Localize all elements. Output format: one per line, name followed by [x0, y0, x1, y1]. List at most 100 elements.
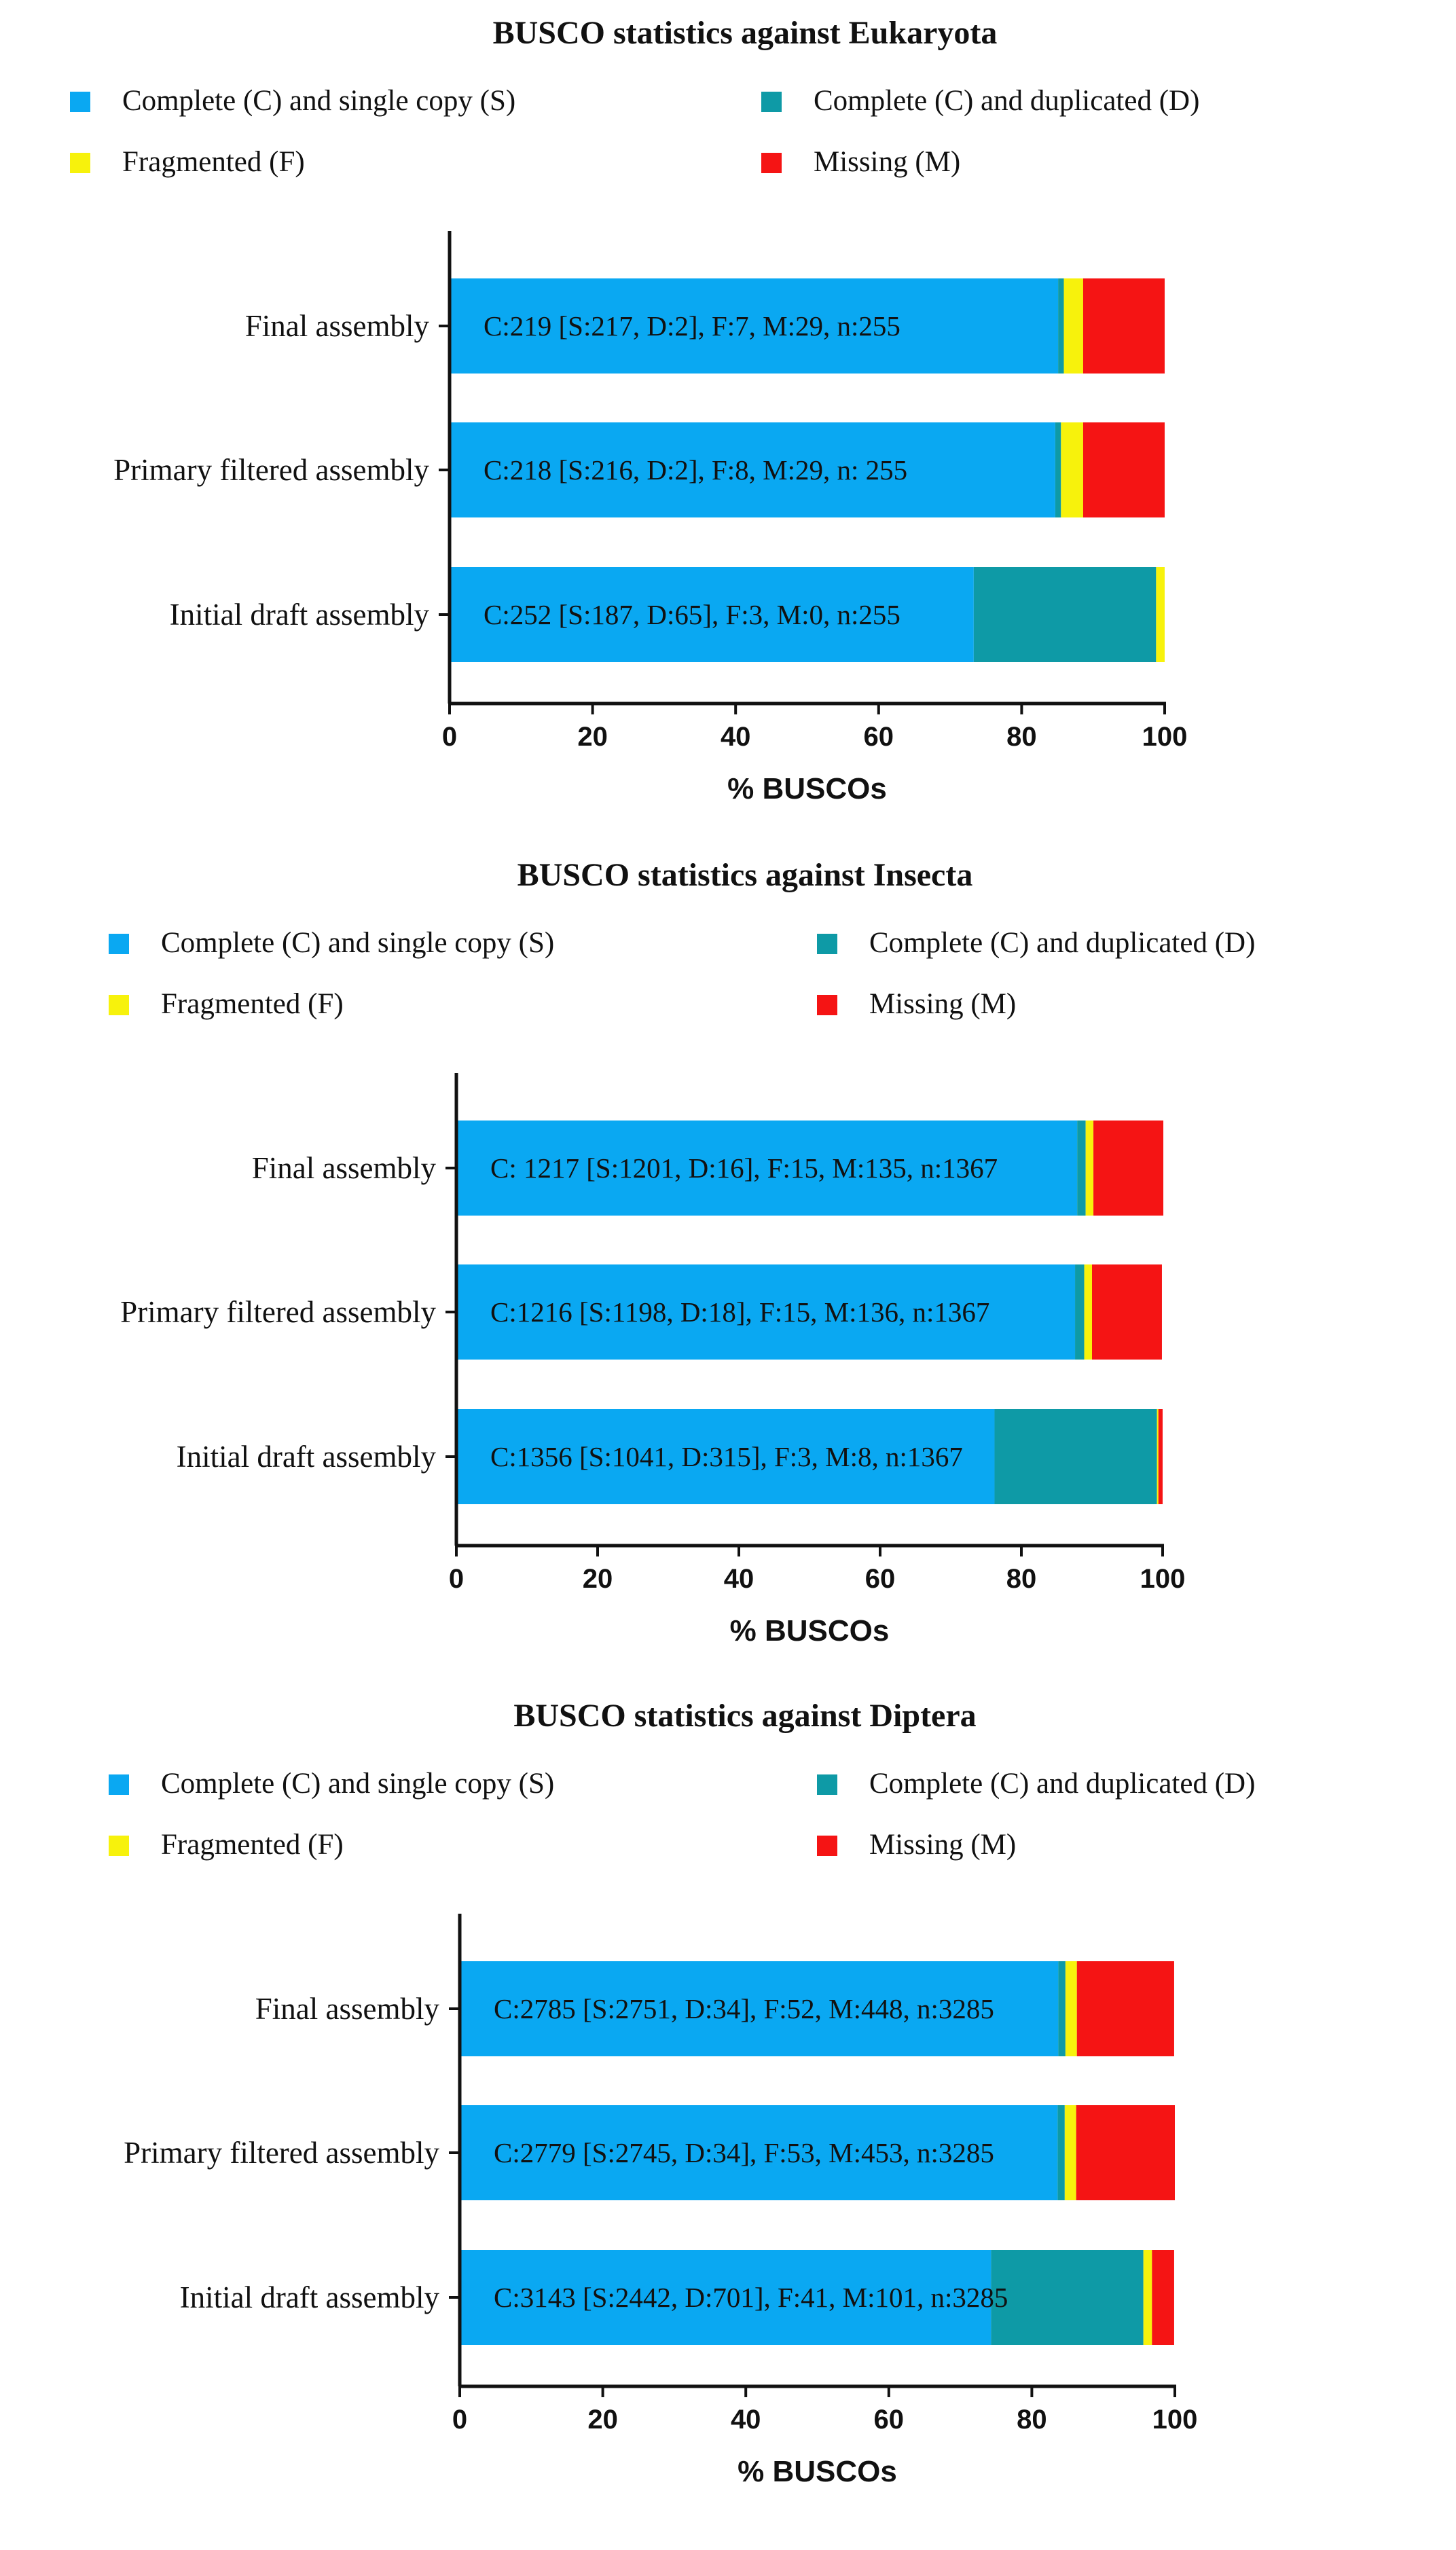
legend-swatch — [109, 1836, 129, 1856]
legend-label: Missing (M) — [814, 146, 960, 178]
legend-swatch — [70, 153, 90, 173]
x-tick-label: 0 — [452, 2405, 467, 2435]
x-tick-label: 40 — [731, 2405, 761, 2435]
bar-segment — [1076, 2105, 1175, 2200]
x-tick-label: 20 — [583, 1564, 613, 1594]
bar-segment — [1082, 278, 1165, 374]
x-tick-label: 80 — [1006, 722, 1037, 752]
bar-annotation: C: 1217 [S:1201, D:16], F:15, M:135, n:1… — [490, 1152, 998, 1184]
x-tick-label: 40 — [721, 722, 751, 752]
x-tick-label: 60 — [865, 1564, 896, 1594]
legend-swatch — [109, 934, 129, 954]
category-label: Initial draft assembly — [170, 598, 430, 632]
x-tick-label: 60 — [874, 2405, 905, 2435]
bar-segment — [460, 2105, 1058, 2200]
bar-segment — [1057, 2105, 1065, 2200]
x-tick-label: 100 — [1152, 2405, 1198, 2435]
bar-segment — [973, 567, 1157, 662]
bar-segment — [1061, 422, 1083, 517]
bar-segment — [1076, 1961, 1174, 2056]
x-tick-label: 100 — [1140, 1564, 1186, 1594]
bar-segment — [1143, 2250, 1152, 2345]
bar-segment — [994, 1409, 1157, 1504]
bar-segment — [456, 1264, 1076, 1360]
x-tick-label: 0 — [449, 1564, 464, 1594]
bar-segment — [1085, 1121, 1094, 1216]
chart-title: BUSCO statistics against Insecta — [517, 857, 973, 893]
legend-label: Complete (C) and duplicated (D) — [814, 85, 1199, 117]
bar-segment — [460, 1961, 1059, 2056]
legend-label: Missing (M) — [869, 988, 1016, 1020]
category-label: Initial draft assembly — [180, 2280, 440, 2314]
x-axis-title: % BUSCOs — [730, 1614, 890, 1647]
x-axis-title: % BUSCOs — [738, 2455, 897, 2488]
legend-swatch — [109, 995, 129, 1015]
x-tick-label: 40 — [724, 1564, 754, 1594]
bar-segment — [1058, 278, 1064, 374]
bar-segment — [450, 278, 1059, 374]
bar-segment — [1092, 1264, 1162, 1360]
bar-segment — [1084, 1264, 1092, 1360]
bar-annotation: C:1356 [S:1041, D:315], F:3, M:8, n:1367 — [490, 1441, 963, 1472]
legend-label: Fragmented (F) — [161, 1829, 344, 1861]
bar-segment — [1156, 567, 1165, 662]
bar-segment — [450, 567, 974, 662]
bar-annotation: C:219 [S:217, D:2], F:7, M:29, n:255 — [484, 310, 900, 342]
legend-swatch — [109, 1774, 129, 1795]
chart-title: BUSCO statistics against Diptera — [513, 1698, 976, 1734]
bar-segment — [456, 1409, 995, 1504]
legend-swatch — [817, 995, 837, 1015]
bar-segment — [1063, 278, 1083, 374]
category-label: Initial draft assembly — [177, 1440, 437, 1474]
chart-title: BUSCO statistics against Eukaryota — [493, 15, 998, 51]
bar-segment — [1158, 1409, 1163, 1504]
x-tick-label: 60 — [864, 722, 894, 752]
bar-segment — [1093, 1121, 1164, 1216]
legend-swatch — [70, 92, 90, 112]
x-tick-label: 80 — [1017, 2405, 1047, 2435]
legend-label: Complete (C) and single copy (S) — [161, 1768, 554, 1800]
category-label: Primary filtered assembly — [120, 1295, 436, 1329]
legend-label: Fragmented (F) — [122, 146, 305, 178]
x-axis-title: % BUSCOs — [727, 772, 887, 805]
legend-label: Complete (C) and duplicated (D) — [869, 1768, 1255, 1800]
bar-annotation: C:2779 [S:2745, D:34], F:53, M:453, n:32… — [494, 2137, 994, 2168]
bar-segment — [456, 1121, 1078, 1216]
chart-panel-1: BUSCO statistics against Insecta Complete… — [109, 857, 1255, 1647]
legend-swatch — [761, 92, 782, 112]
legend-label: Complete (C) and single copy (S) — [161, 927, 554, 959]
chart-panel-2: BUSCO statistics against Diptera Complete… — [109, 1698, 1255, 2488]
bar-annotation: C:2785 [S:2751, D:34], F:52, M:448, n:32… — [494, 1993, 994, 2024]
bar-segment — [1075, 1264, 1085, 1360]
x-tick-label: 20 — [577, 722, 608, 752]
bar-segment — [450, 422, 1055, 517]
x-tick-label: 20 — [587, 2405, 618, 2435]
bar-segment — [991, 2250, 1144, 2345]
x-tick-label: 0 — [442, 722, 457, 752]
category-label: Final assembly — [252, 1151, 437, 1185]
category-label: Final assembly — [245, 309, 430, 343]
bar-segment — [1077, 1121, 1086, 1216]
chart-panel-0: BUSCO statistics against Eukaryota Comple… — [70, 15, 1199, 805]
bar-segment — [1065, 1961, 1077, 2056]
legend-swatch — [817, 934, 837, 954]
category-label: Primary filtered assembly — [113, 453, 429, 487]
bar-segment — [1055, 422, 1061, 517]
legend-swatch — [761, 153, 782, 173]
bar-segment — [1058, 1961, 1066, 2056]
bar-segment — [1082, 422, 1165, 517]
bar-segment — [1157, 1409, 1159, 1504]
legend-label: Complete (C) and duplicated (D) — [869, 927, 1255, 959]
bar-segment — [1152, 2250, 1174, 2345]
legend-swatch — [817, 1774, 837, 1795]
bar-annotation: C:218 [S:216, D:2], F:8, M:29, n: 255 — [484, 454, 907, 486]
legend-label: Missing (M) — [869, 1829, 1016, 1861]
bar-segment — [1064, 2105, 1076, 2200]
x-tick-label: 80 — [1006, 1564, 1037, 1594]
x-tick-label: 100 — [1142, 722, 1188, 752]
bar-annotation: C:252 [S:187, D:65], F:3, M:0, n:255 — [484, 599, 900, 630]
legend-swatch — [817, 1836, 837, 1856]
category-label: Primary filtered assembly — [124, 2136, 439, 2170]
bar-annotation: C:3143 [S:2442, D:701], F:41, M:101, n:3… — [494, 2282, 1008, 2313]
